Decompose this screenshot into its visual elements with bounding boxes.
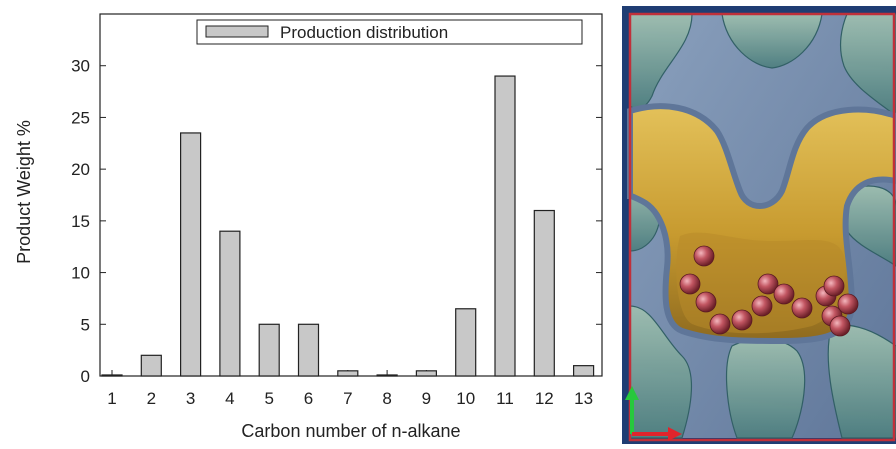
carbon-atom <box>837 293 859 315</box>
x-tick-label: 3 <box>186 389 195 408</box>
y-axis-label: Product Weight % <box>14 120 34 264</box>
x-tick-label: 2 <box>147 389 156 408</box>
carbon-atom <box>731 309 753 331</box>
alkane-molecule <box>679 245 859 337</box>
x-tick-label: 10 <box>456 389 475 408</box>
y-tick-label: 25 <box>71 108 90 127</box>
bar <box>101 374 123 377</box>
x-tick-label: 1 <box>107 389 116 408</box>
carbon-atom <box>695 291 717 313</box>
carbon-atom <box>693 245 715 267</box>
bar <box>297 323 320 377</box>
x-axis-label: Carbon number of n-alkane <box>241 421 460 441</box>
y-tick-label: 0 <box>81 367 90 386</box>
bar <box>533 209 555 377</box>
zeolite-rendering-image <box>622 6 896 444</box>
carbon-atom <box>829 315 851 337</box>
bar <box>258 323 280 377</box>
plot-frame <box>99 13 603 377</box>
carbon-atom <box>679 273 701 295</box>
x-tick-label: 5 <box>264 389 273 408</box>
y-tick-label: 20 <box>71 160 90 179</box>
render-frame <box>628 12 896 442</box>
x-tick-label: 11 <box>496 389 514 408</box>
carbon-atom <box>773 283 795 305</box>
bar <box>140 354 162 377</box>
bar <box>572 365 595 377</box>
bar <box>455 308 477 377</box>
bars <box>101 75 595 377</box>
x-tick-label: 6 <box>304 389 313 408</box>
legend-swatch <box>205 25 269 38</box>
bar-chart: 0 5 10 15 20 25 30 1 2 3 4 5 6 7 8 9 10 11 12 13 Productio… <box>14 13 603 441</box>
bar <box>494 75 516 377</box>
x-tick-label: 7 <box>343 389 352 408</box>
y-tick-label: 10 <box>71 264 90 283</box>
legend: Production distribution <box>196 19 583 45</box>
y-axis-ticks: 0 5 10 15 20 25 30 <box>71 57 602 386</box>
carbon-atom <box>823 275 845 297</box>
x-tick-label: 8 <box>382 389 391 408</box>
axes-triad-icon <box>625 386 682 441</box>
bar <box>180 132 202 377</box>
bar <box>376 374 398 377</box>
bar <box>415 370 437 377</box>
zeolite-rendering-svg <box>622 6 896 444</box>
y-tick-label: 5 <box>81 315 90 334</box>
zeolite-framework-surface <box>629 13 896 439</box>
bar <box>219 230 241 377</box>
x-tick-label: 9 <box>422 389 431 408</box>
carbon-atom <box>709 313 731 335</box>
y-tick-label: 30 <box>71 57 90 76</box>
x-tick-label: 12 <box>535 389 554 408</box>
bar <box>337 370 359 377</box>
carbon-atom <box>757 273 779 295</box>
x-tick-label: 13 <box>574 389 593 408</box>
x-tick-label: 4 <box>225 389 234 408</box>
carbon-atom <box>791 297 813 319</box>
y-tick-label: 15 <box>71 212 90 231</box>
carbon-atom <box>751 295 773 317</box>
legend-label: Production distribution <box>280 23 448 42</box>
